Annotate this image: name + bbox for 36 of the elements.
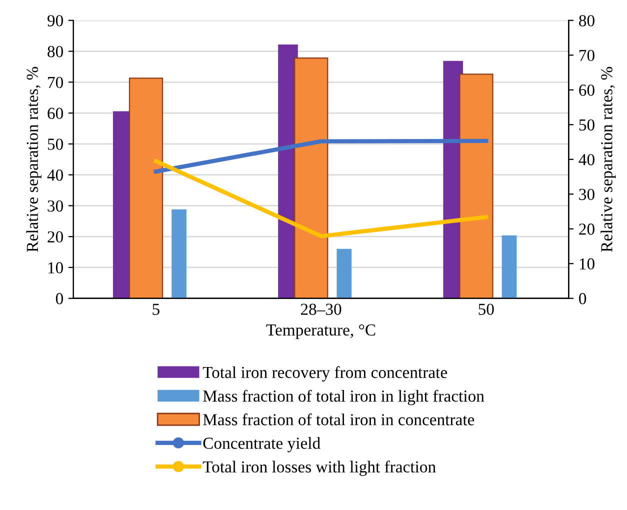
y-tick-label: 70 bbox=[48, 76, 63, 88]
y2-tick-label: 30 bbox=[579, 188, 594, 200]
bar bbox=[172, 209, 186, 298]
y-tick-label: 20 bbox=[48, 231, 63, 243]
y2-tick-label: 70 bbox=[580, 50, 594, 62]
y2-tick-label: 80 bbox=[579, 15, 594, 26]
y2-axis-title: Relative separation rates, % bbox=[600, 66, 616, 252]
y-tick-label: 50 bbox=[48, 138, 63, 150]
y-axis-title: Relative separation rates, % bbox=[26, 66, 42, 252]
y-tick-label: 10 bbox=[48, 262, 63, 274]
y2-tick-label: 20 bbox=[579, 224, 594, 235]
legend-label: Mass fraction of total iron in concentrate bbox=[203, 413, 474, 426]
bar bbox=[294, 58, 328, 298]
y2-tick-label: 10 bbox=[580, 258, 594, 270]
y-tick-label: 40 bbox=[47, 170, 63, 181]
y-tick-label: 0 bbox=[56, 293, 63, 304]
y-tick-label: 30 bbox=[48, 200, 63, 212]
x-tick-label: 5 bbox=[152, 304, 160, 315]
x-tick-label: 50 bbox=[478, 304, 494, 315]
y2-tick-label: 60 bbox=[579, 84, 594, 96]
x-tick-label: 28–30 bbox=[300, 304, 342, 315]
bar bbox=[336, 248, 352, 298]
y-tick-label: 80 bbox=[48, 46, 63, 58]
x-axis-title: Temperature, °C bbox=[266, 324, 376, 339]
legend-label: Total iron losses with light fraction bbox=[202, 460, 436, 476]
y2-tick-label: 50 bbox=[579, 119, 594, 131]
y2-tick-label: 0 bbox=[579, 293, 586, 304]
legend-label: Total iron recovery from concentrate bbox=[202, 366, 448, 382]
y-tick-label: 60 bbox=[48, 108, 63, 119]
legend-label: Concentrate yield bbox=[203, 437, 320, 452]
bar bbox=[502, 235, 517, 298]
y-tick-label: 90 bbox=[48, 15, 63, 26]
bar bbox=[459, 74, 494, 298]
legend-label: Mass fraction of total iron in light fraction bbox=[203, 390, 484, 406]
y2-tick-label: 40 bbox=[578, 154, 594, 166]
bar bbox=[128, 78, 164, 298]
